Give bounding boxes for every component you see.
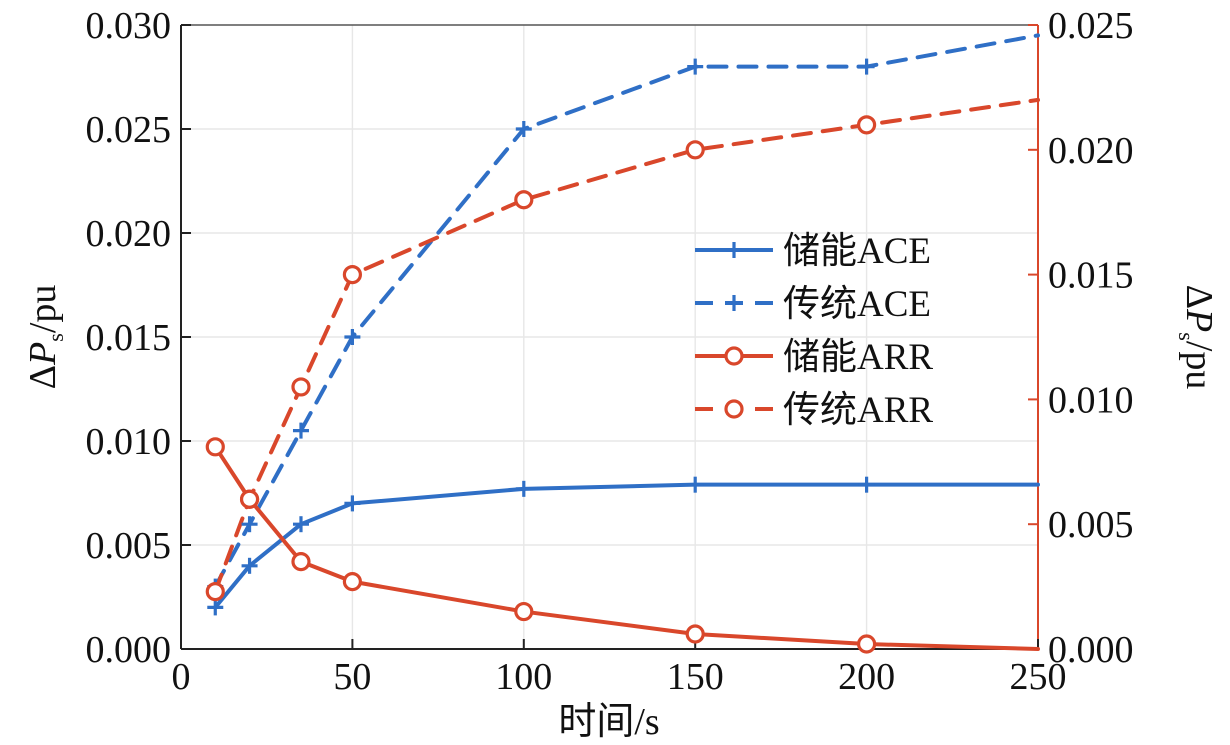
series-0-point-6 xyxy=(858,476,875,493)
x-tick-label-5: 250 xyxy=(1010,656,1067,698)
right-y-tick-label-5: 0.025 xyxy=(1048,5,1134,47)
series-markers xyxy=(205,58,877,654)
x-tick-label-4: 200 xyxy=(838,656,895,698)
series-3-point-6 xyxy=(856,115,877,135)
series-2-point-6 xyxy=(856,634,877,654)
legend-marker-1 xyxy=(726,295,742,311)
series-line-3 xyxy=(213,97,1040,594)
series-3-point-4 xyxy=(514,190,534,210)
left-y-axis-ticks: 0.000 0.005 0.010 0.015 0.020 0.025 0.030 xyxy=(86,5,191,671)
left-y-tick-label-2: 0.010 xyxy=(86,421,172,463)
right-y-tick-label-0: 0.000 xyxy=(1048,629,1134,671)
series-0-point-1 xyxy=(241,557,258,574)
right-y-axis-title-symbol: P xyxy=(1178,308,1220,332)
series-1-point-4 xyxy=(515,121,532,137)
series-line-0 xyxy=(213,482,1040,610)
left-y-axis-title-subscript: s xyxy=(43,333,68,342)
right-y-tick-label-2: 0.010 xyxy=(1048,379,1134,421)
series-3-point-3 xyxy=(342,265,362,285)
series-lines xyxy=(213,33,1040,651)
left-y-axis-title: ΔPs/pu xyxy=(22,285,68,390)
series-2-point-2 xyxy=(291,552,311,572)
left-y-tick-label-5: 0.025 xyxy=(86,109,172,151)
right-y-axis-title-prefix: Δ xyxy=(1178,285,1220,309)
left-y-tick-label-3: 0.015 xyxy=(86,317,172,359)
x-tick-label-0: 0 xyxy=(172,656,191,698)
legend-label-2: 储能ARR xyxy=(783,336,933,378)
x-axis-ticks: 0 50 100 150 200 250 xyxy=(172,639,1067,698)
legend-marker-0 xyxy=(726,242,742,258)
legend-label-0: 储能ACE xyxy=(783,230,931,272)
legend-label-3: 传统ARR xyxy=(783,389,933,431)
series-1-point-6 xyxy=(858,58,875,75)
series-0-point-3 xyxy=(344,495,361,512)
left-y-tick-label-4: 0.020 xyxy=(86,213,172,255)
series-1-point-3 xyxy=(344,329,361,345)
svg-text:ΔPs/pu: ΔPs/pu xyxy=(22,285,68,390)
series-1-point-2 xyxy=(292,422,309,439)
x-tick-label-2: 100 xyxy=(495,656,552,698)
right-y-tick-label-3: 0.015 xyxy=(1048,255,1134,297)
left-y-tick-label-0: 0.000 xyxy=(86,629,172,671)
series-3-point-0 xyxy=(205,581,225,602)
series-0-point-0 xyxy=(207,599,224,616)
left-y-tick-label-6: 0.030 xyxy=(86,5,172,47)
x-tick-label-1: 50 xyxy=(333,656,371,698)
series-0-point-5 xyxy=(687,476,704,493)
series-3-point-5 xyxy=(685,140,705,160)
legend-marker-2 xyxy=(724,346,744,366)
legend-marker-3 xyxy=(724,399,744,419)
left-y-axis-title-suffix: /pu xyxy=(22,285,64,334)
right-y-axis-title-suffix: /pu xyxy=(1178,341,1220,390)
left-y-tick-label-1: 0.005 xyxy=(86,525,172,567)
series-2-point-4 xyxy=(514,601,534,622)
series-1-point-1 xyxy=(241,516,258,533)
x-tick-label-3: 150 xyxy=(667,656,724,698)
left-y-axis-title-symbol: P xyxy=(22,342,64,366)
right-y-axis-title: ΔPs/pu xyxy=(1174,285,1220,390)
legend: 储能ACE 传统ACE 储能ARR 传统ARR xyxy=(695,230,933,431)
series-2-point-5 xyxy=(685,624,705,644)
series-0-point-2 xyxy=(292,516,309,533)
series-0-point-4 xyxy=(515,480,532,497)
legend-label-1: 传统ACE xyxy=(783,283,931,325)
x-axis-title: 时间/s xyxy=(558,701,659,743)
right-y-axis-title-subscript: s xyxy=(1174,332,1199,341)
right-y-tick-label-4: 0.020 xyxy=(1048,130,1134,172)
right-y-tick-label-1: 0.005 xyxy=(1048,504,1134,546)
series-2-point-3 xyxy=(342,572,362,592)
series-2-point-0 xyxy=(205,437,225,457)
svg-text:ΔPs/pu: ΔPs/pu xyxy=(1174,285,1220,390)
right-y-axis-ticks: 0.000 0.005 0.010 0.015 0.020 0.025 xyxy=(1028,5,1134,671)
series-1-point-5 xyxy=(687,58,704,75)
series-3-point-2 xyxy=(291,377,311,397)
series-line-2 xyxy=(213,444,1040,651)
left-y-axis-title-prefix: Δ xyxy=(22,365,64,389)
series-3-point-1 xyxy=(239,489,260,509)
